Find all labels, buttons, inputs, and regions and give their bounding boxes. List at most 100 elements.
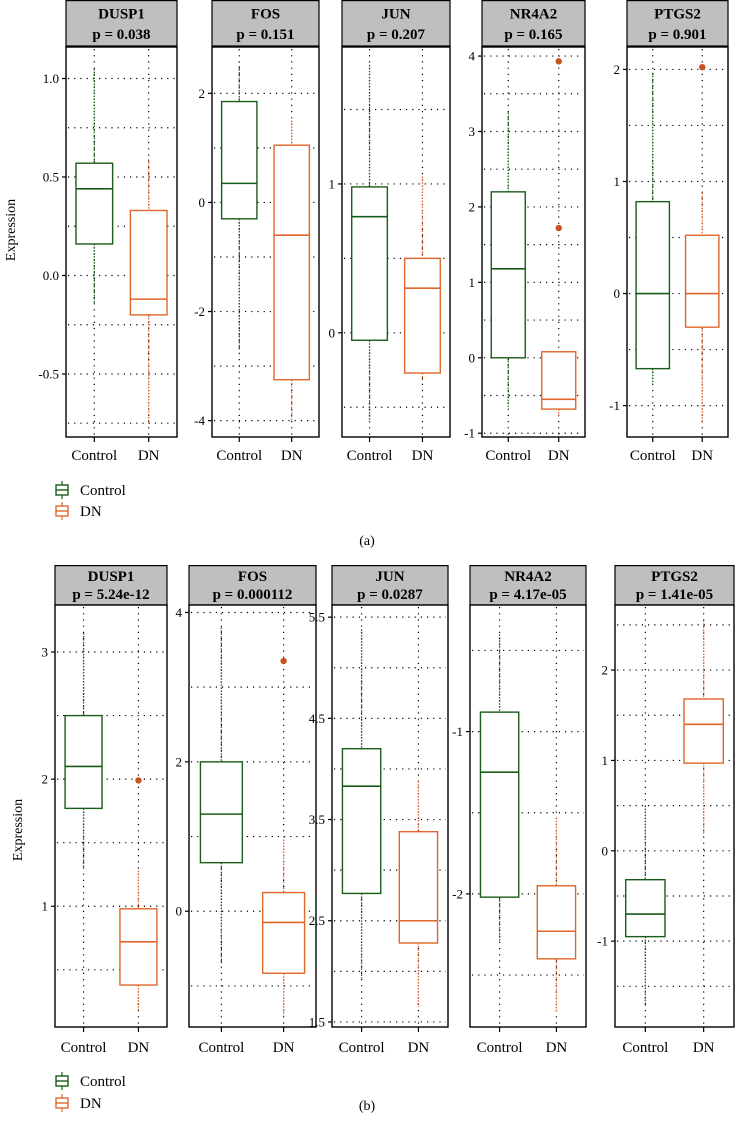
facet-p-value: p = 4.17e-05 xyxy=(489,587,566,603)
y-tick-label: 2 xyxy=(176,754,183,769)
y-tick-label: 2 xyxy=(614,62,621,77)
box-dn xyxy=(403,176,441,381)
facet-p-value: p = 0.165 xyxy=(504,27,562,43)
x-tick-label: DN xyxy=(281,448,303,464)
box-iqr xyxy=(64,714,103,810)
x-tick-label: Control xyxy=(630,448,676,464)
box-iqr xyxy=(220,100,258,220)
panel-jun: JUN p = 0.0287 5.5 4.5 3.5 2.5 1.5 Control DN xyxy=(309,564,449,1056)
box-iqr xyxy=(403,257,441,374)
y-tick-label: 1 xyxy=(602,753,609,768)
box-iqr xyxy=(341,748,382,895)
figure-caption: (b) xyxy=(359,1099,376,1114)
panel-ptgs2: PTGS2 p = 1.41e-05 2 1 0 -1 Control DN xyxy=(597,564,735,1056)
legend-item-dn: DN xyxy=(55,1094,102,1112)
legend-label: Control xyxy=(80,1074,126,1090)
box-iqr xyxy=(351,186,389,341)
outlier-point xyxy=(555,224,562,232)
y-tick-label: 0 xyxy=(602,843,609,858)
panel-nr4a2: NR4A2 p = 0.165 4 3 2 1 0 -1 Control DN xyxy=(464,0,586,464)
box-iqr xyxy=(625,879,666,938)
y-tick-label: 0.0 xyxy=(43,268,59,283)
y-tick-label: -2 xyxy=(452,886,463,901)
y-tick-label: 2 xyxy=(42,772,49,787)
box-control xyxy=(625,805,666,1007)
box-dn xyxy=(684,63,720,423)
y-tick-label: 3 xyxy=(42,645,49,660)
box-iqr xyxy=(684,234,720,328)
facet-strip xyxy=(626,0,729,47)
x-tick-label: DN xyxy=(273,1040,295,1056)
y-tick-label: 0.5 xyxy=(43,170,59,185)
legend-label: Control xyxy=(80,483,126,499)
box-iqr xyxy=(273,144,311,381)
x-tick-label: DN xyxy=(693,1040,715,1056)
box-iqr xyxy=(536,885,577,960)
outlier-point xyxy=(555,58,562,65)
y-tick-label: -1 xyxy=(597,934,608,949)
x-tick-label: DN xyxy=(546,1040,568,1056)
facet-strip xyxy=(65,0,178,47)
box-dn xyxy=(129,159,168,424)
facet-strip xyxy=(211,0,320,47)
y-tick-label: -1 xyxy=(609,398,620,413)
outlier-point xyxy=(699,63,706,71)
panel-ptgs2: PTGS2 p = 0.901 2 1 0 -1 Control DN xyxy=(609,0,729,464)
facet-strip xyxy=(188,564,317,606)
box-control xyxy=(220,66,258,350)
box-iqr xyxy=(75,162,114,245)
box-control xyxy=(199,627,244,964)
panel-nr4a2: NR4A2 p = 4.17e-05 -1 -2 Control DN xyxy=(452,564,587,1056)
box-iqr xyxy=(490,191,526,359)
box-control xyxy=(351,64,389,423)
facet-gene-label: FOS xyxy=(251,6,280,22)
box-control xyxy=(341,629,382,979)
legend-label: DN xyxy=(80,1096,102,1112)
facet-strip xyxy=(341,0,451,47)
legend-item-control: Control xyxy=(55,481,126,499)
y-tick-label: 2 xyxy=(469,199,476,214)
facet-p-value: p = 0.0287 xyxy=(357,587,423,603)
y-tick-label: 0 xyxy=(469,350,476,365)
x-tick-label: Control xyxy=(339,1040,385,1056)
x-tick-label: Control xyxy=(622,1040,668,1056)
y-tick-label: 1 xyxy=(42,899,49,914)
panel-fos: FOS p = 0.151 2 0 -2 -4 Control DN xyxy=(194,0,320,464)
facet-p-value: p = 1.41e-05 xyxy=(636,587,713,603)
x-tick-label: Control xyxy=(485,448,531,464)
facet-gene-label: NR4A2 xyxy=(504,569,552,585)
box-control xyxy=(75,68,114,304)
facet-gene-label: JUN xyxy=(375,569,404,585)
x-tick-label: DN xyxy=(412,448,434,464)
x-tick-label: DN xyxy=(408,1040,430,1056)
y-tick-label: 1.5 xyxy=(309,1014,325,1029)
box-control xyxy=(479,634,520,943)
panel-jun: JUN p = 0.207 1 0 Control DN xyxy=(329,0,451,464)
facet-p-value: p = 0.207 xyxy=(367,27,426,43)
x-tick-label: DN xyxy=(548,448,570,464)
box-iqr xyxy=(129,209,168,316)
box-iqr xyxy=(119,908,158,986)
facet-gene-label: DUSP1 xyxy=(88,569,135,585)
y-tick-label: 2.5 xyxy=(309,913,325,928)
y-tick-label: 4 xyxy=(469,49,476,64)
y-tick-label: 1.0 xyxy=(43,71,59,86)
box-dn xyxy=(261,657,306,1016)
box-iqr xyxy=(199,761,244,864)
legend-label: DN xyxy=(80,504,102,520)
box-control xyxy=(635,72,671,386)
figure-b: DUSP1 p = 5.24e-12 3 2 1 Control DN FOS p = 0.00… xyxy=(11,564,735,1114)
facet-gene-label: PTGS2 xyxy=(651,569,698,585)
panel-fos: FOS p = 0.000112 4 2 0 Control DN xyxy=(176,564,317,1056)
box-iqr xyxy=(541,351,577,410)
outlier-point xyxy=(280,657,287,665)
x-tick-label: Control xyxy=(198,1040,244,1056)
box-iqr xyxy=(261,891,306,974)
facet-p-value: p = 0.901 xyxy=(648,27,706,43)
y-tick-label: 4.5 xyxy=(309,711,325,726)
figure-a: DUSP1 p = 0.038 1.0 0.5 0.0 -0.5 Control DN FOS p… xyxy=(4,0,729,549)
y-tick-label: -1 xyxy=(452,724,463,739)
box-dn xyxy=(541,58,577,419)
facet-gene-label: FOS xyxy=(238,569,267,585)
